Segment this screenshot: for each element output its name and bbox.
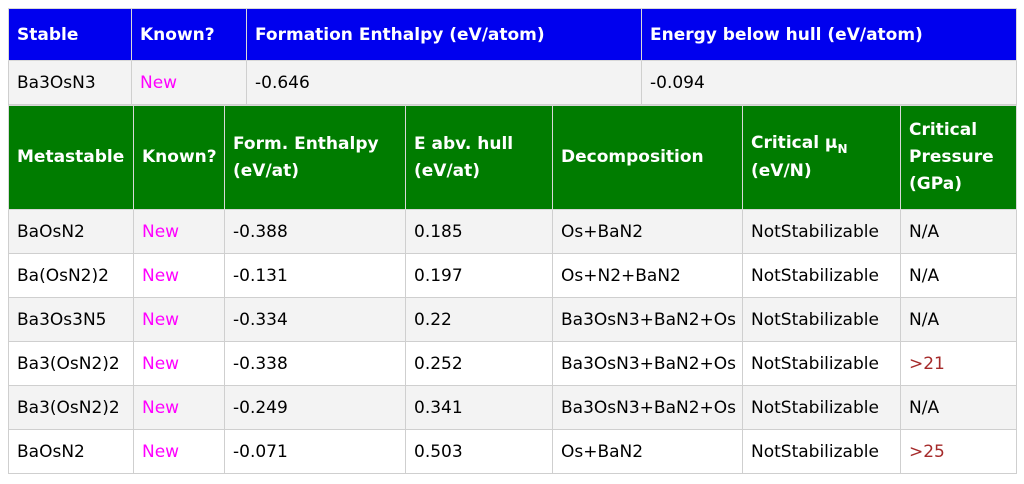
known-status-cell: New — [133, 341, 225, 386]
known-status-cell: New — [133, 429, 225, 474]
decomposition-cell: Os+N2+BaN2 — [552, 253, 743, 298]
compound-cell: BaOsN2 — [8, 209, 134, 254]
e-abv-hull-cell: 0.185 — [405, 209, 553, 254]
stable-compound: Ba3OsN3 — [8, 60, 132, 105]
critical-mu-cell: NotStabilizable — [742, 385, 901, 430]
e-abv-hull-cell: 0.503 — [405, 429, 553, 474]
critical-mu-cell: NotStabilizable — [742, 209, 901, 254]
known-status-cell: New — [133, 253, 225, 298]
table-row: Ba3Os3N5 New -0.334 0.22 Ba3OsN3+BaN2+Os… — [8, 297, 1017, 342]
critical-mu-cell: NotStabilizable — [742, 429, 901, 474]
decomposition-cell: Ba3OsN3+BaN2+Os — [552, 385, 743, 430]
decomposition-cell: Os+BaN2 — [552, 429, 743, 474]
known-status-cell: New — [133, 385, 225, 430]
critical-pressure-cell: >25 — [900, 429, 1017, 474]
e-abv-hull-cell: 0.197 — [405, 253, 553, 298]
table-row: Ba(OsN2)2 New -0.131 0.197 Os+N2+BaN2 No… — [8, 253, 1017, 298]
critical-mu-cell: NotStabilizable — [742, 341, 901, 386]
metastable-header-form-enthalpy: Form. Enthalpy (eV/at) — [224, 105, 406, 210]
compound-cell: Ba3(OsN2)2 — [8, 385, 134, 430]
metastable-header-critical-pressure: Critical Pressure (GPa) — [900, 105, 1017, 210]
metastable-header-e-abv-hull: E abv. hull (eV/at) — [405, 105, 553, 210]
table-row: Ba3(OsN2)2 New -0.249 0.341 Ba3OsN3+BaN2… — [8, 385, 1017, 430]
stable-formation-enthalpy: -0.646 — [246, 60, 642, 105]
compound-cell: Ba3(OsN2)2 — [8, 341, 134, 386]
form-enthalpy-cell: -0.131 — [224, 253, 406, 298]
metastable-header-decomposition: Decomposition — [552, 105, 743, 210]
stable-header-energy-below-hull: Energy below hull (eV/atom) — [641, 8, 1017, 61]
critical-pressure-cell: N/A — [900, 297, 1017, 342]
table-row: BaOsN2 New -0.071 0.503 Os+BaN2 NotStabi… — [8, 429, 1017, 474]
stable-energy-below-hull: -0.094 — [641, 60, 1017, 105]
table-row: Ba3(OsN2)2 New -0.338 0.252 Ba3OsN3+BaN2… — [8, 341, 1017, 386]
form-enthalpy-cell: -0.388 — [224, 209, 406, 254]
metastable-header-metastable: Metastable — [8, 105, 134, 210]
critical-pressure-cell: N/A — [900, 209, 1017, 254]
form-enthalpy-cell: -0.249 — [224, 385, 406, 430]
metastable-header-known: Known? — [133, 105, 225, 210]
compound-cell: Ba3Os3N5 — [8, 297, 134, 342]
e-abv-hull-cell: 0.252 — [405, 341, 553, 386]
form-enthalpy-cell: -0.334 — [224, 297, 406, 342]
stable-known-status: New — [131, 60, 247, 105]
metastable-header-critical-mu: Critical μN (eV/N) — [742, 105, 901, 210]
compound-cell: Ba(OsN2)2 — [8, 253, 134, 298]
known-status-cell: New — [133, 297, 225, 342]
metastable-table: Metastable Known? Form. Enthalpy (eV/at) … — [8, 105, 1017, 474]
known-status-cell: New — [133, 209, 225, 254]
decomposition-cell: Ba3OsN3+BaN2+Os — [552, 341, 743, 386]
stable-header-known: Known? — [131, 8, 247, 61]
form-enthalpy-cell: -0.071 — [224, 429, 406, 474]
critical-pressure-cell: N/A — [900, 385, 1017, 430]
stable-header-row: Stable Known? Formation Enthalpy (eV/ato… — [8, 8, 1017, 61]
decomposition-cell: Ba3OsN3+BaN2+Os — [552, 297, 743, 342]
critical-mu-cell: NotStabilizable — [742, 253, 901, 298]
stable-header-stable: Stable — [8, 8, 132, 61]
stable-table: Stable Known? Formation Enthalpy (eV/ato… — [8, 8, 1017, 105]
stable-row: Ba3OsN3 New -0.646 -0.094 — [8, 60, 1017, 105]
critical-mu-cell: NotStabilizable — [742, 297, 901, 342]
decomposition-cell: Os+BaN2 — [552, 209, 743, 254]
critical-pressure-cell: >21 — [900, 341, 1017, 386]
table-row: BaOsN2 New -0.388 0.185 Os+BaN2 NotStabi… — [8, 209, 1017, 254]
metastable-header-row: Metastable Known? Form. Enthalpy (eV/at) … — [8, 105, 1017, 210]
e-abv-hull-cell: 0.341 — [405, 385, 553, 430]
results-container: Stable Known? Formation Enthalpy (eV/ato… — [8, 8, 1017, 474]
critical-pressure-cell: N/A — [900, 253, 1017, 298]
compound-cell: BaOsN2 — [8, 429, 134, 474]
form-enthalpy-cell: -0.338 — [224, 341, 406, 386]
stable-header-formation-enthalpy: Formation Enthalpy (eV/atom) — [246, 8, 642, 61]
e-abv-hull-cell: 0.22 — [405, 297, 553, 342]
